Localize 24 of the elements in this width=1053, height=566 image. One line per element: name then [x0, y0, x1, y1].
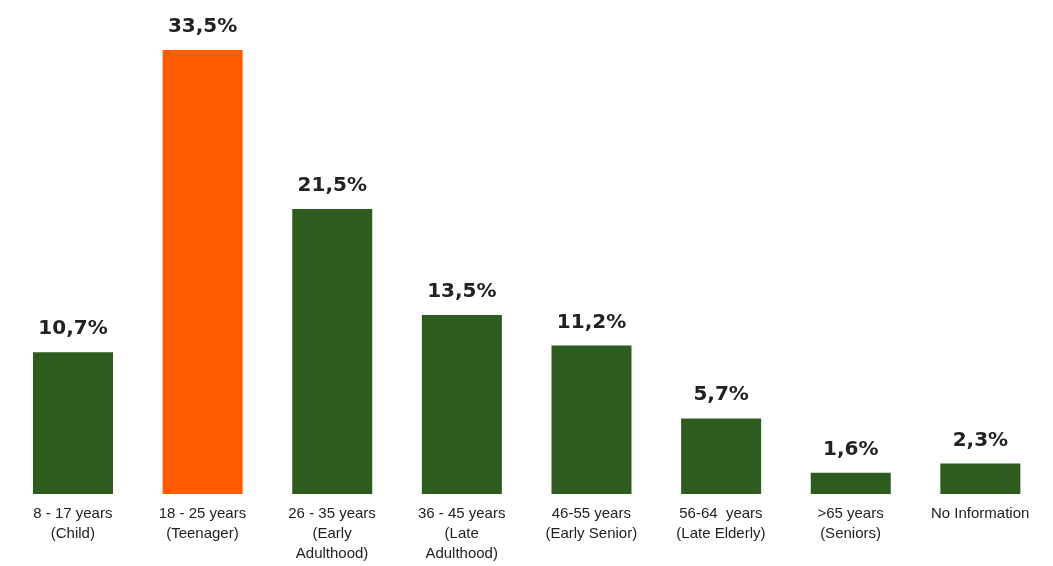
data-label: 10,7% — [38, 315, 108, 340]
x-tick-label: No Information — [930, 504, 1030, 521]
x-tick-label: 18 - 25 years (Teenager) — [158, 504, 247, 541]
x-tick-label: >65 years (Seniors) — [817, 504, 884, 541]
data-label: 11,2% — [556, 308, 627, 333]
bar — [162, 50, 243, 494]
x-tick-label: 46-55 years (Early Senior) — [545, 504, 638, 541]
data-label: 5,7% — [693, 381, 749, 406]
data-label: 13,5% — [427, 278, 497, 303]
bar — [940, 463, 1021, 494]
x-tick-label: 56-64 years (Late Elderly) — [676, 504, 766, 541]
x-tick-label: 26 - 35 years (Early Adulthood) — [288, 504, 376, 561]
bar — [810, 472, 891, 494]
x-tick-label: 8 - 17 years (Child) — [33, 504, 113, 541]
data-label: 1,6% — [823, 435, 879, 460]
bar — [681, 418, 762, 494]
data-label: 2,3% — [952, 426, 1009, 451]
bar — [551, 345, 632, 494]
bar — [421, 315, 502, 494]
x-tick-label: 36 - 45 years (Late Adulthood) — [417, 504, 506, 561]
data-label: 21,5% — [297, 172, 367, 197]
bar — [33, 352, 113, 494]
bar — [292, 209, 373, 494]
data-label: 33,5% — [167, 13, 238, 37]
